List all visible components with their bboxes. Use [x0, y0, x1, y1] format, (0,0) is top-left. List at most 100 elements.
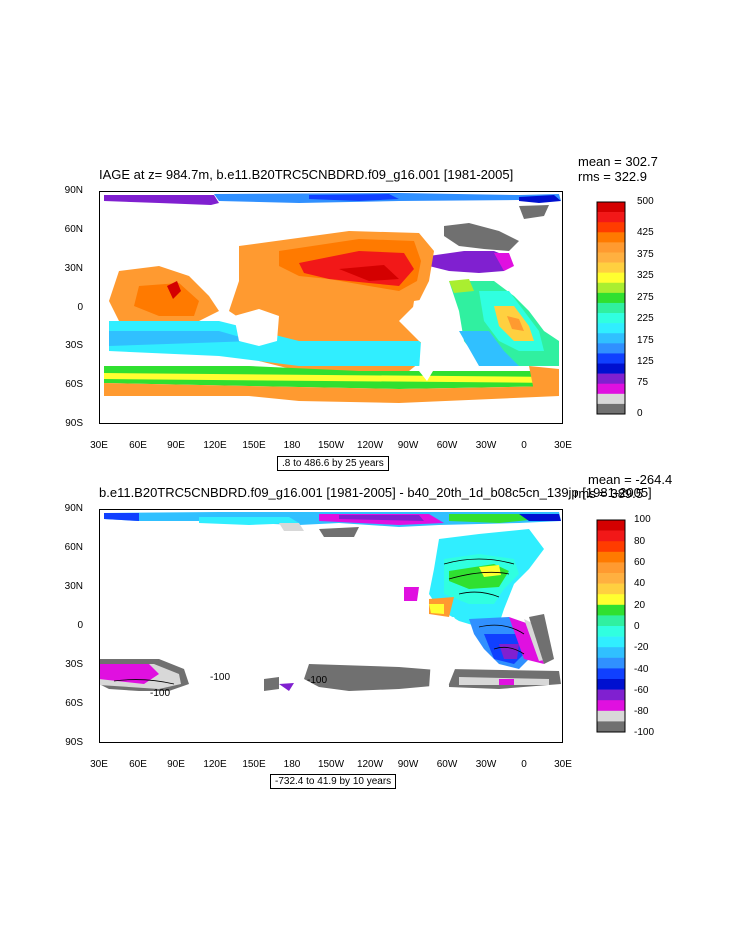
lon-label: 30E	[554, 759, 572, 770]
lat-label: 60N	[64, 542, 83, 553]
cb1-label: 75	[637, 377, 649, 388]
cb2-label: -40	[634, 664, 649, 675]
colorbar-swatch	[597, 353, 625, 364]
colorbar-swatch	[597, 202, 625, 213]
lon-label: 90W	[397, 759, 419, 770]
lon-label: 150W	[317, 440, 345, 451]
panel1-colorbar	[596, 201, 626, 415]
colorbar-swatch	[597, 363, 625, 374]
p2-contour-label: -100	[210, 672, 231, 683]
cb1-label: 225	[637, 313, 654, 324]
cb2-label: -100	[634, 727, 655, 738]
colorbar-swatch	[597, 242, 625, 253]
cb1-label: 425	[637, 227, 654, 238]
panel2-colorbar	[596, 519, 626, 733]
colorbar-swatch	[597, 679, 625, 690]
colorbar-swatch	[597, 647, 625, 659]
colorbar-swatch	[597, 282, 625, 294]
colorbar-swatch	[597, 212, 625, 223]
panel2-frame	[99, 509, 563, 743]
panel1-contour-info: .8 to 486.6 by 25 years	[277, 456, 389, 471]
p2-contour-label: -100	[150, 688, 171, 699]
p1-land-australia	[234, 309, 279, 346]
lon-label: 90W	[397, 440, 419, 451]
lon-label: 30W	[475, 759, 497, 770]
cb1-label: 0	[637, 408, 643, 419]
lon-label: 30E	[90, 759, 108, 770]
cb1-label: 375	[637, 249, 654, 260]
colorbar-swatch	[597, 573, 625, 584]
colorbar-swatch	[597, 232, 625, 243]
panel2-title: b.e11.B20TRC5CNBDRD.f09_g16.001 [1981-20…	[99, 485, 652, 500]
cb1-label: 175	[637, 335, 654, 346]
lon-label: 90E	[167, 440, 185, 451]
colorbar-swatch	[597, 530, 625, 542]
colorbar-swatch	[597, 302, 625, 314]
lat-label: 90S	[65, 737, 83, 748]
lon-label: 150E	[242, 440, 266, 451]
lat-label: 60N	[64, 224, 83, 235]
cb2-label: 0	[634, 621, 640, 632]
lon-label: 150W	[317, 759, 345, 770]
lat-label: 60S	[65, 379, 83, 390]
lat-label: 90S	[65, 418, 83, 429]
p1-land-south-america	[411, 296, 454, 381]
colorbar-swatch	[597, 252, 625, 263]
p2-land-south-america	[419, 617, 464, 699]
lon-label: 30E	[90, 440, 108, 451]
cb2-label: 40	[634, 578, 646, 589]
cb2-label: 60	[634, 557, 646, 568]
lon-label: 120E	[203, 440, 227, 451]
colorbar-swatch	[597, 615, 625, 627]
colorbar-swatch	[597, 636, 625, 648]
cb2-label: 20	[634, 600, 646, 611]
colorbar-swatch	[597, 520, 625, 531]
p1-labrador	[429, 251, 509, 273]
colorbar-swatch	[597, 689, 625, 701]
lon-label: 180	[283, 440, 301, 451]
cb1-label: 275	[637, 292, 654, 303]
panel1-map	[99, 191, 563, 424]
cb2-label: -80	[634, 706, 649, 717]
colorbar-swatch	[597, 657, 625, 669]
lon-label: 0	[521, 759, 527, 770]
lon-label: 120W	[356, 759, 384, 770]
panel2-contour-info: -732.4 to 41.9 by 10 years	[270, 774, 397, 789]
lon-label: 180	[283, 759, 301, 770]
lon-label: 30E	[554, 440, 572, 451]
lon-label: 120E	[203, 759, 227, 770]
colorbar-swatch	[597, 604, 625, 616]
colorbar-swatch	[597, 710, 625, 722]
colorbar-swatch	[597, 562, 625, 574]
lon-label: 60W	[436, 759, 458, 770]
lon-label: 60W	[436, 440, 458, 451]
cb1-label: 325	[637, 270, 654, 281]
p1-north-atlantic-grey	[444, 223, 519, 251]
p2-contour-label: -100	[307, 675, 328, 686]
colorbar-swatch	[597, 700, 625, 712]
colorbar-swatch	[597, 313, 625, 324]
cb2-label: 100	[634, 514, 651, 525]
p2-south-grey	[304, 664, 454, 691]
colorbar-swatch	[597, 626, 625, 637]
cb1-label: 500	[637, 196, 654, 207]
colorbar-swatch	[597, 222, 625, 233]
colorbar-swatch	[597, 272, 625, 284]
colorbar-swatch	[597, 721, 625, 733]
lon-label: 0	[521, 440, 527, 451]
colorbar-swatch	[597, 343, 625, 354]
colorbar-swatch	[597, 292, 625, 304]
p1-arctic	[104, 195, 219, 205]
colorbar-border	[596, 519, 626, 733]
colorbar-swatch	[597, 551, 625, 563]
colorbar-swatch	[597, 668, 625, 680]
lat-label: 90N	[64, 503, 83, 514]
panel2-rms: rms = 389.5	[574, 486, 644, 501]
colorbar-swatch	[597, 333, 625, 344]
lon-label: 60E	[129, 759, 147, 770]
colorbar-swatch	[597, 583, 625, 595]
lat-label: 0	[77, 302, 83, 313]
colorbar-swatch	[597, 541, 625, 553]
panel1-rms: rms = 322.9	[578, 169, 648, 184]
panel2-mean: mean = -264.4	[588, 472, 673, 487]
